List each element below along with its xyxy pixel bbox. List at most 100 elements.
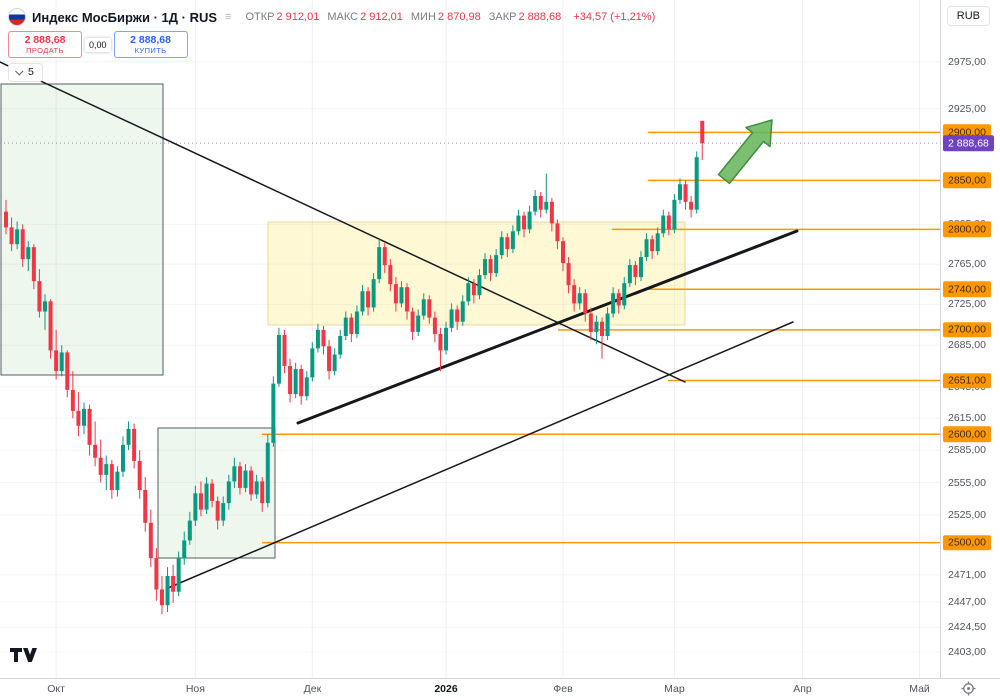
x-axis-label: Ноя: [185, 683, 205, 695]
candle-body: [115, 471, 120, 491]
candle-body: [583, 293, 588, 314]
x-axis-label: Мар: [664, 683, 685, 695]
candle-body: [672, 199, 677, 230]
candle-body: [644, 239, 649, 258]
descending-trendline[interactable]: [0, 61, 686, 383]
candle-body: [87, 408, 92, 445]
buy-button[interactable]: 2 888,68 КУПИТЬ: [113, 31, 188, 58]
legend-menu-icon[interactable]: ≡: [225, 11, 232, 23]
candle-body: [354, 311, 359, 334]
candle-body: [399, 287, 404, 304]
open-label: ОТКР: [245, 11, 275, 23]
low-label: МИН: [410, 11, 436, 23]
y-axis-label: 2471,00: [948, 568, 986, 581]
candle-body: [427, 299, 432, 318]
y-axis-label: 2447,00: [948, 595, 986, 608]
symbol-title[interactable]: Индекс МосБиржи · 1Д · RUS: [32, 9, 218, 25]
high-value: 2 912,01: [360, 11, 403, 23]
candle-body: [499, 237, 504, 256]
candle-body: [70, 389, 75, 411]
candle-body: [265, 442, 270, 504]
candle-body: [165, 575, 170, 606]
change-value: +34,57 (+1,21%): [573, 11, 656, 23]
candle-body: [633, 265, 638, 278]
y-axis-label: 2555,00: [948, 476, 986, 489]
y-axis-label: 2525,00: [948, 508, 986, 521]
sell-button[interactable]: 2 888,68 ПРОДАТЬ: [8, 31, 82, 58]
candle-body: [566, 263, 571, 286]
candle-body: [288, 365, 293, 395]
y-axis-label: 2585,00: [948, 443, 986, 456]
ohlc-readout: ОТКР 2 912,01 МАКС 2 912,01 МИН 2 870,98…: [239, 11, 561, 23]
x-axis-label: Дек: [303, 683, 322, 695]
price-level-label: 2500,00: [943, 534, 991, 551]
candle-body: [126, 428, 131, 445]
tradingview-logo[interactable]: [10, 648, 37, 668]
candle-body: [254, 481, 259, 495]
candle-body: [120, 444, 125, 472]
candle-body: [327, 346, 332, 372]
up-arrow-icon[interactable]: [717, 119, 773, 185]
candle-body: [98, 457, 103, 475]
candle-body: [271, 383, 276, 443]
objects-tree-pill[interactable]: 5: [8, 63, 43, 82]
ascending-trendline-long[interactable]: [167, 321, 794, 589]
candle-body: [466, 283, 471, 302]
candle-body: [215, 500, 220, 521]
currency-button[interactable]: RUB: [946, 6, 990, 26]
price-level-label: 2800,00: [943, 221, 991, 238]
y-axis-label: 2765,00: [948, 257, 986, 270]
time-axis[interactable]: Окт Ноя Дек 2026 Фев Мар Апр Май: [0, 678, 1000, 698]
candle-body: [198, 493, 203, 510]
chart-area[interactable]: [0, 0, 940, 678]
candle-body: [599, 321, 604, 337]
candle-body: [182, 540, 187, 559]
candle-body: [405, 287, 410, 312]
candle-body: [460, 301, 465, 322]
candle-body: [694, 157, 699, 210]
candle-body: [4, 211, 8, 228]
candle-body: [343, 317, 348, 337]
candle-body: [321, 329, 326, 347]
price-axis[interactable]: 2975,002925,002805,002765,002725,002685,…: [940, 0, 1000, 678]
chart-canvas[interactable]: [0, 0, 940, 678]
candle-body: [9, 227, 14, 245]
candle-body: [81, 408, 86, 426]
candle-body: [622, 283, 627, 306]
candle-body: [594, 321, 599, 332]
chart-legend: Индекс МосБиржи · 1Д · RUS ≡ ОТКР 2 912,…: [8, 8, 655, 26]
candle-body: [42, 301, 47, 312]
candle-body: [143, 490, 148, 523]
candle-body: [449, 309, 454, 328]
candle-body: [655, 233, 660, 252]
candle-body: [293, 369, 298, 395]
candle-body: [187, 520, 192, 541]
y-axis-label: 2615,00: [948, 412, 986, 425]
candle-body: [410, 311, 415, 332]
x-axis-label: 2026: [434, 683, 458, 695]
close-label: ЗАКР: [488, 11, 517, 23]
candle-body: [605, 313, 610, 337]
ascending-trendline-thick[interactable]: [296, 229, 799, 425]
candle-body: [455, 309, 460, 322]
candle-body: [666, 215, 671, 230]
candle-body: [304, 377, 309, 397]
candle-body: [577, 293, 582, 304]
russia-flag-icon: [8, 8, 26, 26]
candle-body: [650, 239, 655, 252]
axis-settings-gear-icon[interactable]: [961, 681, 976, 698]
candle-body: [349, 317, 354, 334]
candle-body: [260, 481, 265, 504]
candle-body: [148, 522, 153, 559]
objects-count: 5: [28, 66, 34, 78]
candle-body: [516, 215, 521, 232]
candle-body: [299, 369, 304, 397]
candle-body: [76, 410, 81, 426]
price-level-label: 2600,00: [943, 426, 991, 442]
candle-body: [48, 301, 53, 351]
candle-body: [360, 291, 365, 312]
candle-body: [477, 275, 482, 296]
zone-upper-left[interactable]: [0, 83, 164, 376]
zone-consolidation[interactable]: [267, 221, 686, 326]
open-value: 2 912,01: [276, 11, 320, 23]
